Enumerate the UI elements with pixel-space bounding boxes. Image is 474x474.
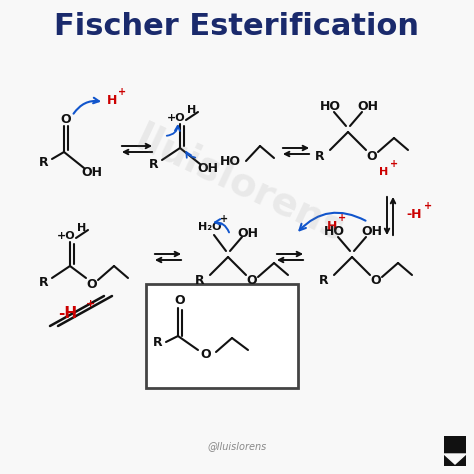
Text: H: H (379, 167, 389, 177)
Text: +O: +O (57, 231, 75, 241)
Text: OH: OH (357, 100, 379, 112)
Text: HO: HO (219, 155, 240, 167)
Text: HO: HO (323, 225, 345, 237)
Text: OH: OH (237, 227, 258, 239)
Text: H: H (327, 219, 337, 233)
Text: +: + (390, 159, 398, 169)
Text: +: + (220, 214, 228, 224)
Text: +: + (86, 299, 95, 309)
Text: R: R (153, 336, 163, 348)
Text: +: + (338, 213, 346, 223)
Text: R: R (315, 149, 325, 163)
Text: Fischer Esterification: Fischer Esterification (55, 11, 419, 40)
Text: H₂O: H₂O (198, 222, 222, 232)
FancyBboxPatch shape (444, 436, 466, 466)
Text: HO: HO (319, 100, 340, 112)
Text: +: + (424, 201, 432, 211)
Text: R: R (149, 157, 159, 171)
Text: H: H (77, 223, 87, 233)
Text: O: O (175, 294, 185, 308)
Text: lluislorens: lluislorens (129, 119, 351, 249)
Text: -H: -H (58, 307, 77, 321)
FancyBboxPatch shape (146, 284, 298, 388)
Text: H: H (107, 93, 117, 107)
Text: OH: OH (198, 162, 219, 174)
Text: @lluislorens: @lluislorens (207, 441, 266, 451)
Text: +O: +O (167, 113, 185, 123)
Text: -H: -H (406, 208, 421, 220)
Text: OH: OH (82, 165, 102, 179)
Text: O: O (201, 347, 211, 361)
Text: O: O (87, 277, 97, 291)
Text: OH: OH (362, 225, 383, 237)
Text: R: R (195, 274, 205, 288)
Text: H: H (187, 105, 197, 115)
Text: O: O (246, 274, 257, 288)
Text: O: O (371, 274, 381, 288)
Text: +: + (118, 87, 126, 97)
Polygon shape (444, 454, 466, 464)
Text: R: R (39, 155, 49, 168)
Text: R: R (319, 274, 329, 288)
Text: R: R (39, 275, 49, 289)
Text: O: O (61, 112, 71, 126)
Text: O: O (367, 149, 377, 163)
